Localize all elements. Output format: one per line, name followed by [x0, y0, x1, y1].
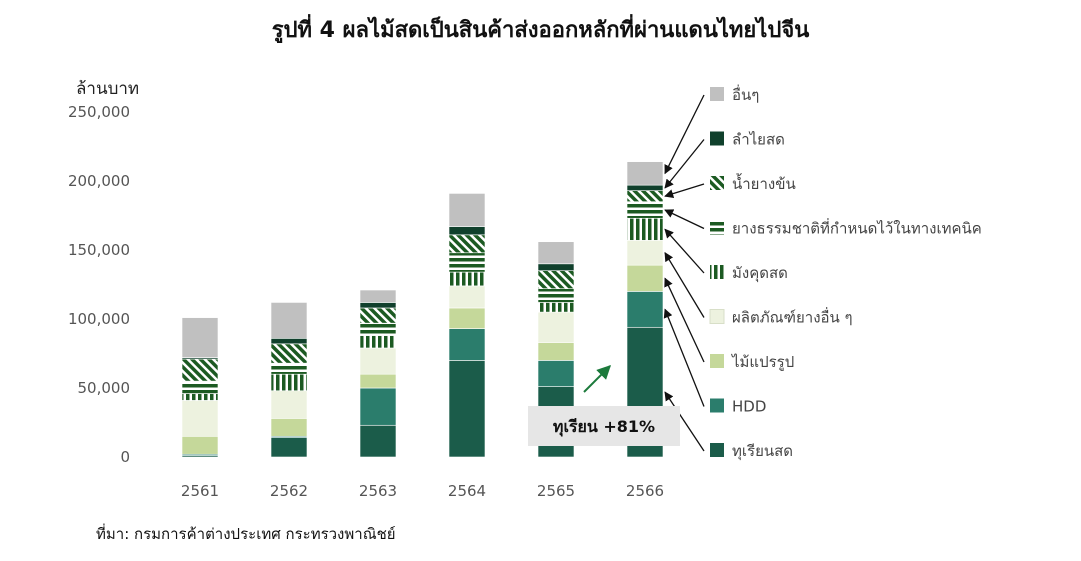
- bar-segment: [448, 234, 486, 254]
- legend-swatch: [710, 398, 724, 413]
- bar-segment: [448, 226, 486, 236]
- legend-swatch: [710, 131, 724, 146]
- bar-segment: [448, 271, 486, 287]
- legend-label: ไม้แปรรูป: [731, 353, 794, 371]
- bar-segment: [359, 335, 397, 349]
- bar-segment: [359, 373, 397, 389]
- bar-segment: [626, 190, 664, 203]
- bar-segment: [181, 393, 219, 401]
- legend-label: ยางธรรมชาติที่กำหนดไว้ในทางเทคนิค: [732, 218, 982, 238]
- bar-segment: [626, 161, 664, 186]
- callout-arrow: [664, 391, 705, 452]
- legend-label: มังคุดสด: [732, 264, 788, 283]
- legend-label: ทุเรียนสด: [732, 442, 793, 461]
- bar-segment: [270, 373, 308, 392]
- legend-swatch: [710, 176, 724, 190]
- y-tick-label: 50,000: [78, 379, 131, 397]
- x-tick-label: 2565: [537, 482, 575, 500]
- bar-segment: [359, 307, 397, 324]
- bar-segment: [626, 291, 664, 328]
- x-tick-label: 2566: [626, 482, 664, 500]
- bar-segment: [181, 380, 219, 394]
- legend: อื่นๆลำไยสดน้ำยางข้นยางธรรมชาติที่กำหนดไ…: [709, 84, 982, 461]
- bar-segment: [359, 424, 397, 458]
- bar-segment: [537, 311, 575, 343]
- bar-segment: [359, 289, 397, 303]
- callout-arrow: [664, 251, 705, 318]
- bar-segment: [448, 360, 486, 458]
- bar-segment: [359, 387, 397, 426]
- callout-arrow: [664, 209, 705, 230]
- legend-swatch: [710, 354, 724, 368]
- chart-title: รูปที่ 4 ผลไม้สดเป็นสินค้าส่งออกหลักที่ผ…: [271, 18, 810, 43]
- bar-segment: [359, 302, 397, 309]
- legend-swatch: [710, 443, 724, 457]
- x-tick-label: 2561: [181, 482, 219, 500]
- callout-arrow: [664, 228, 705, 274]
- callout-arrow: [664, 139, 705, 189]
- bar-segment: [270, 390, 308, 419]
- y-tick-label: 150,000: [68, 241, 130, 259]
- bar-segment: [626, 264, 664, 292]
- bar-segment: [448, 328, 486, 361]
- callout-arrow: [664, 277, 705, 363]
- bar-segment: [270, 418, 308, 437]
- bar-segment: [537, 302, 575, 313]
- y-axis-label: ล้านบาท: [76, 79, 139, 99]
- bar-segment: [181, 435, 219, 455]
- legend-callout-arrows: [663, 94, 705, 452]
- annotation-box: [528, 406, 680, 446]
- bar-segment: [626, 240, 664, 266]
- x-tick-label: 2562: [270, 482, 308, 500]
- y-tick-label: 100,000: [68, 310, 130, 328]
- legend-label: ผลิตภัณฑ์ยางอื่น ๆ: [732, 307, 853, 327]
- x-tick-label: 2564: [448, 482, 486, 500]
- callout-arrow: [663, 308, 705, 407]
- x-tick-label: 2563: [359, 482, 397, 500]
- legend-swatch: [710, 265, 724, 279]
- legend-swatch: [709, 309, 725, 324]
- bar-segment: [270, 338, 308, 345]
- legend-label: ลำไยสด: [732, 131, 785, 149]
- y-tick-label: 250,000: [68, 103, 130, 121]
- bar-segment: [537, 288, 575, 303]
- bar-segment: [270, 437, 308, 458]
- bar-segment: [448, 193, 486, 227]
- source-note: ที่มา: กรมการค้าต่างประเทศ กระทรวงพาณิชย…: [96, 525, 396, 543]
- bar-segment: [359, 347, 397, 375]
- bar-segment: [537, 241, 575, 265]
- y-axis-ticks: 0 50,000 100,000 150,000 200,000 250,000: [68, 103, 130, 466]
- bar-segment: [626, 217, 664, 241]
- x-axis-ticks: 2561 2562 2563 2564 2565 2566: [181, 482, 664, 500]
- bar-segment: [181, 400, 219, 437]
- bar-segment: [181, 358, 219, 382]
- bar-segment: [537, 342, 575, 361]
- durian-growth-annotation: ทุเรียน +81%: [528, 365, 680, 446]
- bar-segment: [448, 285, 486, 309]
- y-tick-label: 0: [120, 448, 130, 466]
- legend-label: น้ำยางข้น: [732, 173, 796, 193]
- bar-segment: [448, 252, 486, 273]
- y-tick-label: 200,000: [68, 172, 130, 190]
- callout-arrow: [664, 94, 705, 175]
- bar-segment: [626, 184, 664, 191]
- bar-segment: [537, 360, 575, 387]
- legend-swatch: [710, 87, 724, 101]
- growth-arrow: [583, 365, 611, 393]
- legend-swatch: [710, 220, 724, 235]
- bar-segment: [270, 302, 308, 339]
- legend-label: HDD: [732, 398, 766, 416]
- bar-segment: [270, 343, 308, 364]
- bar-segment: [359, 322, 397, 336]
- bar-segment: [537, 270, 575, 289]
- bar-segment: [626, 201, 664, 219]
- bar-segment: [270, 362, 308, 375]
- annotation-text: ทุเรียน +81%: [553, 417, 655, 437]
- legend-label: อื่นๆ: [732, 84, 759, 104]
- callout-arrow: [664, 183, 705, 199]
- bar-segment: [181, 317, 219, 358]
- bar-segment: [448, 307, 486, 329]
- bar-segment: [537, 263, 575, 271]
